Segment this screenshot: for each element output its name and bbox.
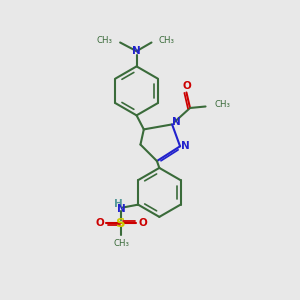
Text: CH₃: CH₃ xyxy=(214,100,230,109)
Text: CH₃: CH₃ xyxy=(97,36,113,45)
Text: N: N xyxy=(132,46,141,56)
Text: N: N xyxy=(181,141,190,151)
Text: CH₃: CH₃ xyxy=(159,36,175,45)
Text: CH₃: CH₃ xyxy=(113,239,129,248)
Text: H: H xyxy=(114,199,122,209)
Text: O: O xyxy=(95,218,104,228)
Text: S: S xyxy=(116,217,126,230)
Text: O: O xyxy=(182,81,191,91)
Text: N: N xyxy=(172,117,180,127)
Text: N: N xyxy=(117,204,126,214)
Text: O: O xyxy=(138,218,147,228)
